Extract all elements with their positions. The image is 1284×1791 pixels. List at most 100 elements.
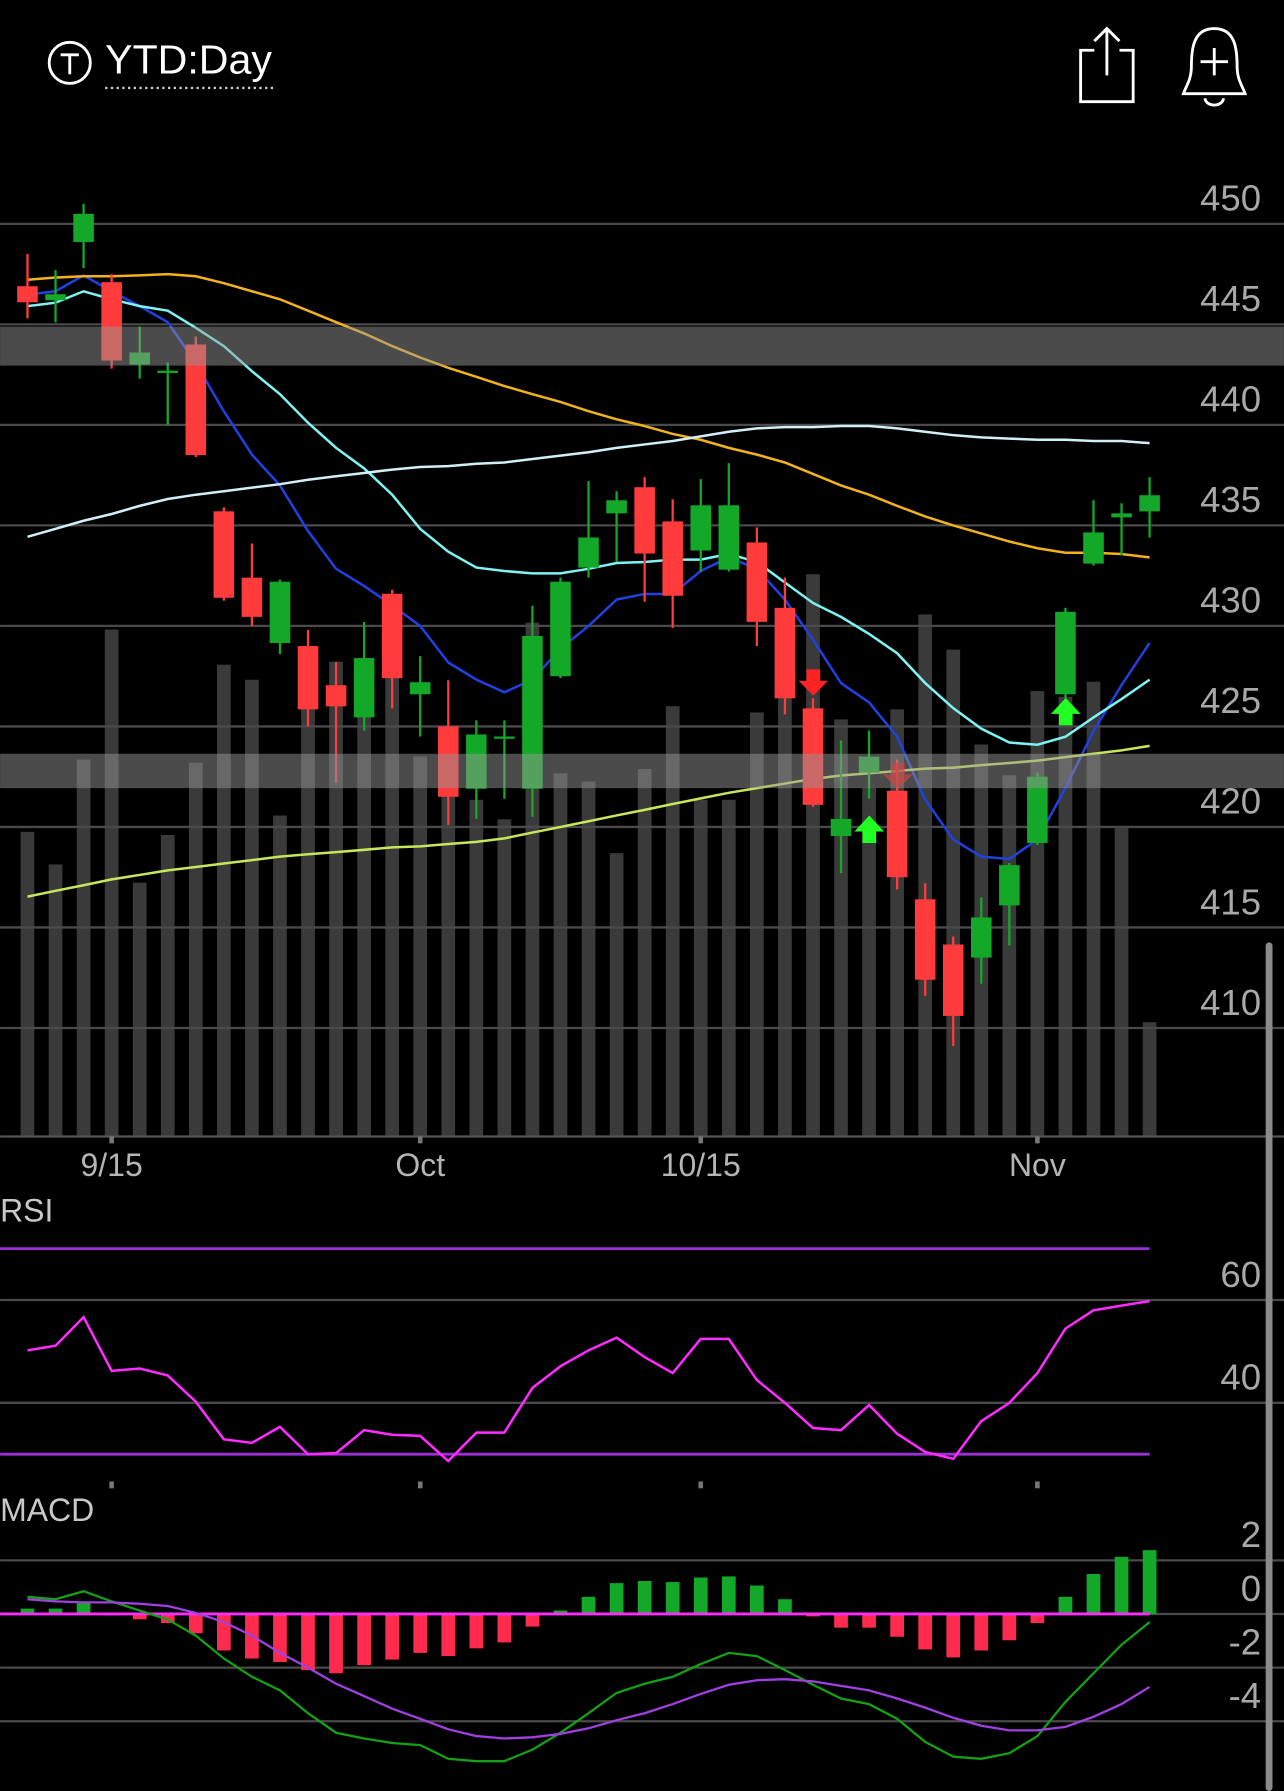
histogram-bar	[609, 1583, 624, 1614]
histogram-bar	[385, 1613, 400, 1660]
candle-body	[353, 658, 375, 718]
candle-body	[718, 505, 740, 570]
buy-arrow	[854, 815, 885, 843]
candle-body	[213, 511, 235, 598]
volume-bar	[862, 787, 876, 1137]
candle	[634, 477, 655, 602]
volume-bar	[301, 708, 315, 1137]
candle-body	[45, 294, 66, 301]
histogram-bar	[553, 1610, 568, 1614]
histogram-bar	[721, 1576, 736, 1614]
x-tick-label: Oct	[395, 1147, 445, 1183]
candle-body	[578, 537, 599, 568]
symbol-icon	[47, 40, 92, 85]
candle-body	[157, 370, 179, 373]
y-tick-label: 450	[1200, 178, 1261, 219]
candle	[213, 507, 235, 601]
histogram-bar	[834, 1613, 848, 1628]
volume-bar	[132, 882, 147, 1137]
candle-body	[634, 487, 655, 554]
candle	[45, 270, 66, 323]
volume-bar	[385, 622, 400, 1137]
volume-bar	[1142, 1022, 1157, 1137]
volume-bar	[104, 629, 119, 1137]
y-tick-label: 435	[1200, 479, 1261, 520]
candle-body	[73, 213, 94, 242]
histogram-bar	[132, 1613, 147, 1620]
volume-bar	[806, 574, 820, 1137]
candle	[578, 481, 599, 578]
candle-body	[1083, 532, 1104, 564]
indicator-line	[27, 1590, 1151, 1763]
share-button[interactable]	[1079, 26, 1135, 104]
y-tick-label: 425	[1200, 680, 1261, 721]
candle	[718, 463, 740, 572]
candle-body	[17, 286, 38, 303]
indicator-line	[27, 1598, 1151, 1740]
volume-bar	[918, 614, 933, 1137]
candle	[1139, 477, 1160, 538]
volume-bar	[357, 685, 371, 1137]
candle	[1055, 607, 1076, 699]
candle-body	[494, 736, 515, 739]
y-tick-label: 60	[1220, 1254, 1261, 1295]
volume-bar	[1002, 775, 1017, 1137]
histogram-bar	[1058, 1596, 1073, 1614]
volume-bar	[946, 649, 961, 1137]
y-tick-label: 440	[1200, 379, 1261, 420]
alert-button[interactable]	[1181, 27, 1248, 107]
volume-bar	[160, 834, 175, 1137]
candle	[17, 254, 38, 319]
price-zone	[0, 753, 1284, 789]
volume-bar	[273, 815, 287, 1137]
candle-body	[774, 607, 796, 699]
signal-markers	[798, 669, 1081, 843]
histogram-bar	[525, 1613, 540, 1627]
histogram-bar	[778, 1599, 792, 1614]
scrollbar[interactable]	[1265, 942, 1273, 1791]
volume-bar	[553, 773, 568, 1137]
y-tick-label: 445	[1200, 278, 1261, 319]
candle	[297, 629, 319, 727]
candle-body	[606, 500, 627, 514]
share-arrow	[1093, 26, 1121, 76]
candle-body	[942, 944, 964, 1016]
price-zone	[0, 326, 1284, 366]
y-tick-label: 410	[1200, 982, 1261, 1023]
volume-bar	[1086, 681, 1101, 1137]
histogram-bar	[48, 1608, 63, 1614]
volume-bar	[609, 853, 624, 1137]
candle-body	[409, 682, 431, 695]
symbol-icon-glyph	[60, 53, 79, 75]
histogram-bar	[1142, 1550, 1157, 1614]
candle-body	[550, 581, 571, 677]
volume-bar	[188, 762, 203, 1137]
symbol-button[interactable]	[47, 40, 92, 85]
histogram-bar	[946, 1613, 961, 1658]
candle-body	[381, 593, 403, 679]
histogram-bar	[20, 1608, 35, 1614]
histogram-bar	[918, 1613, 933, 1650]
histogram-bar	[974, 1613, 989, 1651]
histogram-bar	[441, 1613, 456, 1657]
volume-bar	[413, 756, 428, 1137]
candle-body	[185, 344, 207, 456]
candle	[999, 863, 1020, 946]
sell-arrow	[798, 669, 829, 696]
volume-bar	[48, 864, 63, 1137]
volume-bar	[721, 799, 736, 1137]
volume-bar	[497, 819, 512, 1137]
x-tick-label: Nov	[1009, 1147, 1066, 1183]
candle	[802, 698, 824, 807]
candle-body	[1111, 513, 1132, 518]
y-tick-label: -4	[1229, 1675, 1262, 1716]
candle	[942, 936, 964, 1047]
histogram-bar	[301, 1613, 315, 1671]
histogram-bar	[469, 1613, 484, 1649]
sell-arrow	[883, 763, 913, 790]
histogram-bar	[1086, 1574, 1101, 1614]
timeframe-selector[interactable]: YTD:Day	[105, 37, 272, 83]
histogram-bar	[693, 1577, 708, 1614]
candle-body	[269, 581, 291, 644]
